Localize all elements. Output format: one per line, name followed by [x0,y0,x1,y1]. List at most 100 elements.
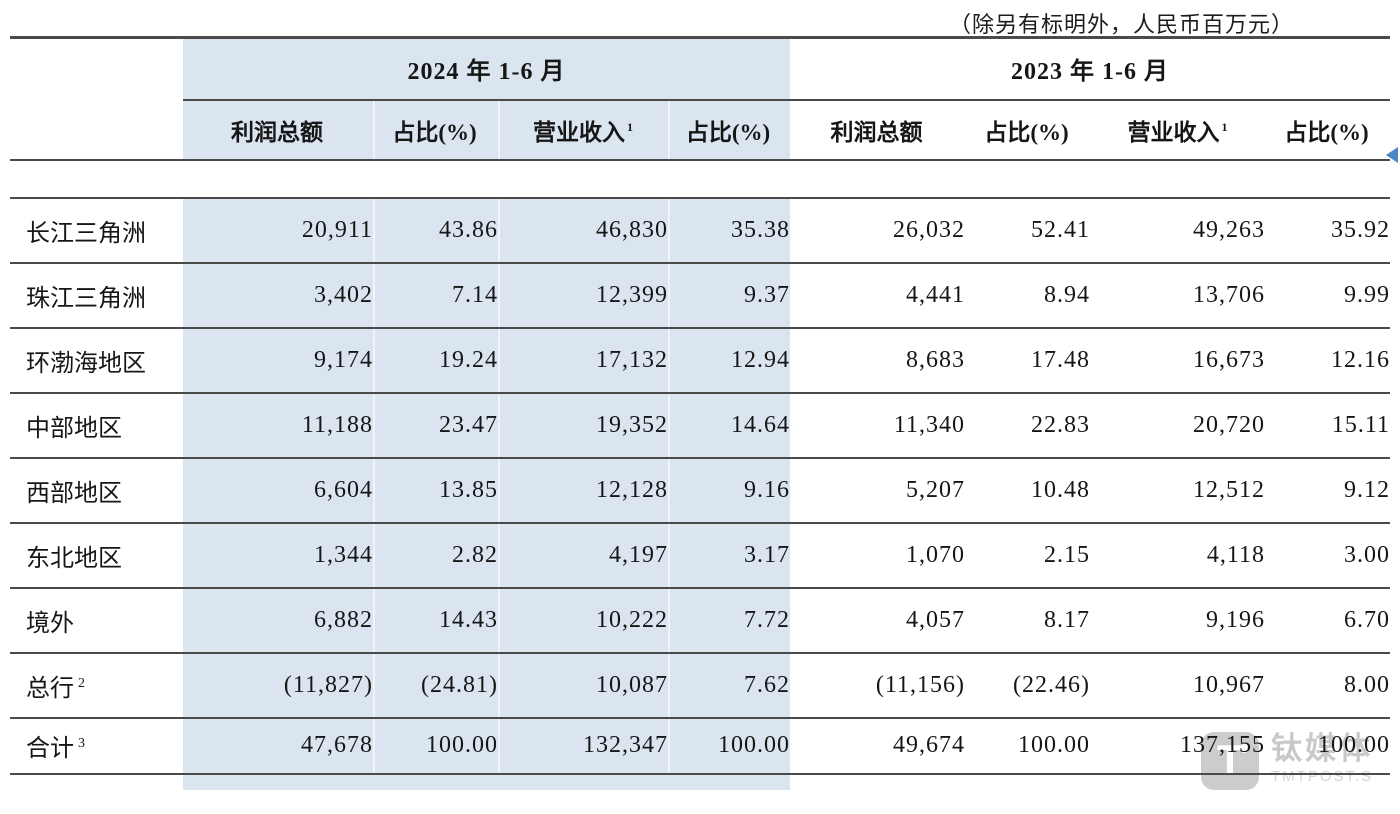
corner-blank-cell [10,38,183,100]
cell-revenue-2024: 17,132 [498,327,668,394]
row-label-footnote: 2 [78,675,85,691]
spacer-cell [10,159,1390,199]
cell-revenue-2024: 12,399 [498,262,668,329]
cell-share2-2024: 12.94 [668,327,790,394]
row-label-text: 合计 [26,736,74,762]
cell-revenue-2023: 10,967 [1090,652,1265,719]
row-label: 西部地区 [10,457,183,524]
cell-profit-2023: 4,441 [790,262,965,329]
row-label: 环渤海地区 [10,327,183,394]
row-label: 总行 2 [10,652,183,719]
blue-left-arrow-icon[interactable] [1386,147,1398,163]
table-row: 东北地区 1,344 2.82 4,197 3.17 1,070 2.15 4,… [10,522,1390,589]
cell-share-2023: 8.17 [965,587,1090,654]
cell-profit-2023: 26,032 [790,197,965,264]
cell-share2-2023: 6.70 [1265,587,1390,654]
row-label: 中部地区 [10,392,183,459]
cell-profit-2024: 20,911 [183,197,373,264]
cell-share-2023: 8.94 [965,262,1090,329]
cell-share-2024: 19.24 [373,327,498,394]
cell-share-2024: 7.14 [373,262,498,329]
row-label-text: 总行 [26,675,74,702]
row-label-text: 中部地区 [26,415,122,442]
cell-share2-2023: 15.11 [1265,392,1390,459]
row-label: 长江三角洲 [10,197,183,264]
table-row: 合计 3 47,678 100.00 132,347 100.00 49,674 … [10,717,1390,775]
cell-profit-2024: 6,882 [183,587,373,654]
cell-revenue-2023: 16,673 [1090,327,1265,394]
cell-profit-2024: 1,344 [183,522,373,589]
row-label-text: 西部地区 [26,480,122,507]
col-header-profit-2024: 利润总额 [183,99,373,161]
cell-revenue-2024: 12,128 [498,457,668,524]
cell-share2-2023: 100.00 [1265,717,1390,775]
cell-profit-2024: 9,174 [183,327,373,394]
col-header-revenue-2024: 营业收入 1 [498,99,668,161]
unit-note: （除另有标明外，人民币百万元） [948,12,1294,37]
cell-revenue-2023: 9,196 [1090,587,1265,654]
col-header-profit-2023: 利润总额 [790,99,965,161]
cell-share-2023: 10.48 [965,457,1090,524]
cell-share-2024: 100.00 [373,717,498,775]
cell-revenue-2023: 20,720 [1090,392,1265,459]
cell-revenue-2024: 10,222 [498,587,668,654]
cell-share2-2024: 35.38 [668,197,790,264]
regional-results-table: 2024 年 1-6 月 2023 年 1-6 月 利润总额 占比(%) 营业收… [10,36,1390,790]
cell-profit-2023: 8,683 [790,327,965,394]
cell-share2-2024: 3.17 [668,522,790,589]
cell-revenue-2023: 12,512 [1090,457,1265,524]
cell-share-2024: 43.86 [373,197,498,264]
cell-revenue-2024: 10,087 [498,652,668,719]
cell-share2-2023: 12.16 [1265,327,1390,394]
cell-share2-2024: 14.64 [668,392,790,459]
cell-share-2024: 13.85 [373,457,498,524]
cell-share-2023: 17.48 [965,327,1090,394]
cell-profit-2023: 49,674 [790,717,965,775]
row-label: 合计 3 [10,717,183,775]
table-body: 长江三角洲 20,911 43.86 46,830 35.38 26,032 5… [10,197,1390,775]
row-label-text: 东北地区 [26,545,122,572]
cell-revenue-2023: 137,155 [1090,717,1265,775]
cell-share-2024: 14.43 [373,587,498,654]
table-row: 中部地区 11,188 23.47 19,352 14.64 11,340 22… [10,392,1390,459]
table-row: 环渤海地区 9,174 19.24 17,132 12.94 8,683 17.… [10,327,1390,394]
row-label: 东北地区 [10,522,183,589]
cell-share-2023: 100.00 [965,717,1090,775]
cell-share2-2023: 9.12 [1265,457,1390,524]
col-header-share-2024: 占比(%) [373,99,498,161]
cell-revenue-2024: 4,197 [498,522,668,589]
column-header-row: 利润总额 占比(%) 营业收入 1 占比(%) 利润总额 占比(%) 营业收入 1 … [10,99,1390,161]
cell-share2-2024: 9.16 [668,457,790,524]
table-row: 西部地区 6,604 13.85 12,128 9.16 5,207 10.48… [10,457,1390,524]
row-label-text: 环渤海地区 [26,350,146,377]
cell-profit-2023: 4,057 [790,587,965,654]
row-label-text: 境外 [26,610,74,637]
band-extension [183,773,790,790]
cell-share2-2023: 9.99 [1265,262,1390,329]
row-label-text: 长江三角洲 [26,220,146,247]
col-header-revenue-2023: 营业收入 1 [1090,99,1265,161]
table-row: 境外 6,882 14.43 10,222 7.72 4,057 8.17 9,… [10,587,1390,654]
cell-share-2023: (22.46) [965,652,1090,719]
cell-share-2023: 52.41 [965,197,1090,264]
cell-share2-2024: 9.37 [668,262,790,329]
cell-share-2024: (24.81) [373,652,498,719]
band-extension-row [10,773,1390,790]
cell-profit-2024: 6,604 [183,457,373,524]
period-header-2023: 2023 年 1-6 月 [790,37,1390,101]
col-header-share2-2023: 占比(%) [1265,99,1390,161]
cell-share2-2024: 100.00 [668,717,790,775]
cell-revenue-2024: 46,830 [498,197,668,264]
cell-profit-2024: 47,678 [183,717,373,775]
cell-profit-2024: 3,402 [183,262,373,329]
cell-profit-2023: 1,070 [790,522,965,589]
period-header-row: 2024 年 1-6 月 2023 年 1-6 月 [10,37,1390,101]
period-header-2024: 2024 年 1-6 月 [183,37,790,101]
cell-share2-2023: 8.00 [1265,652,1390,719]
table-row: 总行 2 (11,827) (24.81) 10,087 7.62 (11,156… [10,652,1390,719]
cell-share-2024: 2.82 [373,522,498,589]
row-label-text: 珠江三角洲 [26,285,146,312]
col-header-share-2023: 占比(%) [965,99,1090,161]
cell-revenue-2023: 4,118 [1090,522,1265,589]
cell-share-2023: 2.15 [965,522,1090,589]
